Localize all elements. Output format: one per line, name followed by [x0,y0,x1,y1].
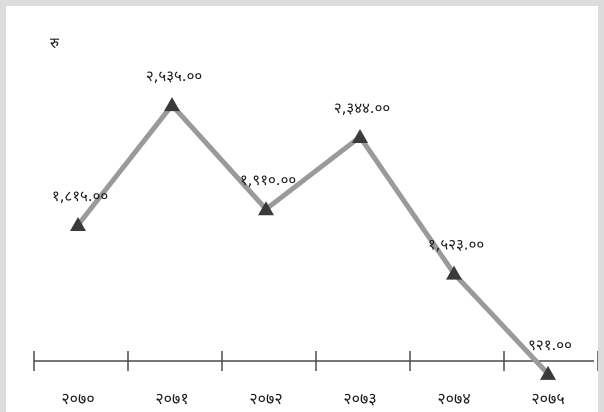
x-tick-label: २०७४ [437,389,470,408]
data-label: २,५३५.०० [146,67,202,85]
x-tick-label: २०७१ [155,389,188,408]
x-tick-label: २०७२ [249,389,282,408]
data-markers [70,97,556,380]
x-axis-ticks [33,351,598,371]
data-point-marker [540,365,556,380]
data-point-marker [258,201,274,216]
data-point-marker [352,128,368,143]
x-tick-label: २०७५ [531,389,564,408]
series-line [76,102,550,376]
data-label: २,३४४.०० [334,99,390,117]
data-label: १,५२३.०० [428,236,484,254]
data-label: १,८१५.०० [52,187,108,205]
data-point-marker [70,217,86,232]
data-label: ९२१.०० [528,336,572,354]
chart-frame: रु २०७० २०७१ २०७२ २०७३ २०७४ २०७५ १,८१५.०० २,५३… [6,6,598,412]
x-axis-tick-labels: २०७० २०७१ २०७२ २०७३ २०७४ २०७५ [61,389,564,408]
line-chart: रु २०७० २०७१ २०७२ २०७३ २०७४ २०७५ १,८१५.०० २,५३… [33,34,598,408]
data-label: १,९१०.०० [240,171,296,189]
y-axis-label: रु [50,34,60,52]
data-labels: १,८१५.०० २,५३५.०० १,९१०.०० २,३४४.०० १,५२३.००… [52,67,572,354]
x-tick-label: २०७० [61,389,94,408]
data-point-marker [446,265,462,280]
x-tick-label: २०७३ [343,389,376,408]
data-point-marker [164,97,180,112]
